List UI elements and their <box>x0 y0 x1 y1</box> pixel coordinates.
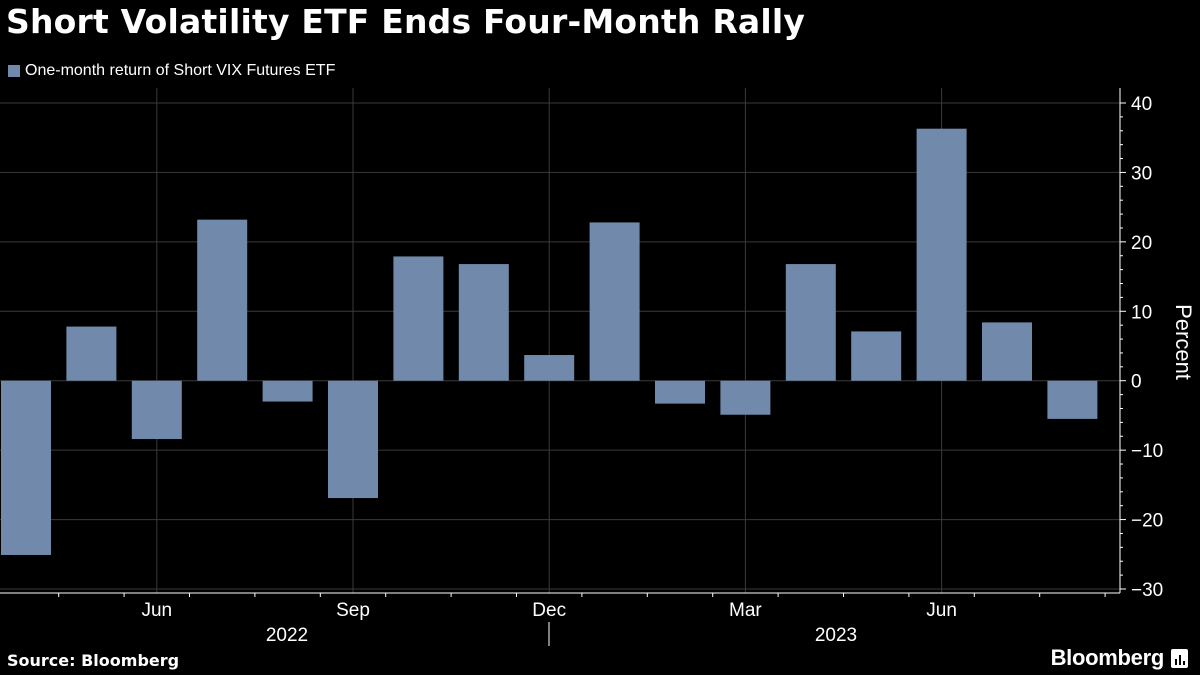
y-axis: 40 30 20 10 0 −10 −20 −30 Percent <box>1119 88 1196 601</box>
bar <box>655 380 705 404</box>
legend: One-month return of Short VIX Futures ET… <box>8 60 335 82</box>
bloomberg-bars-icon <box>1171 648 1188 668</box>
y-tick-label: 0 <box>1131 372 1142 393</box>
legend-label: One-month return of Short VIX Futures ET… <box>25 62 336 79</box>
source-note: Source: Bloomberg <box>7 651 180 670</box>
x-tick-label: Mar <box>729 600 762 621</box>
bar <box>197 219 248 381</box>
x-tick-label: Dec <box>532 600 566 621</box>
year-label: 2023 <box>815 625 857 646</box>
x-axis: Jun Sep Dec Mar Jun 2022 2023 <box>0 592 1120 646</box>
bar <box>720 380 771 415</box>
bar <box>131 380 182 440</box>
bar <box>524 355 575 381</box>
bars <box>1 128 1098 555</box>
y-tick-label: −10 <box>1131 441 1163 462</box>
y-tick-label: 40 <box>1131 94 1152 115</box>
bar <box>393 256 444 381</box>
brand-logo: Bloomberg <box>1051 645 1188 671</box>
bar <box>328 380 378 499</box>
x-tick-label: Jun <box>141 600 172 621</box>
y-tick-label: 10 <box>1131 302 1152 323</box>
bar <box>851 331 902 381</box>
y-axis-label: Percent <box>1171 304 1196 380</box>
bar <box>1 380 51 555</box>
y-tick-label: −30 <box>1131 580 1163 601</box>
y-tick-label: −20 <box>1131 511 1163 532</box>
bar <box>1047 380 1098 419</box>
bar <box>262 380 313 402</box>
bar <box>458 264 509 381</box>
year-label: 2022 <box>266 625 308 646</box>
x-tick-label: Jun <box>926 600 957 621</box>
y-tick-label: 30 <box>1131 163 1152 184</box>
bar <box>982 322 1032 381</box>
bar <box>916 128 967 381</box>
y-tick-label: 20 <box>1131 233 1152 254</box>
bar <box>589 222 640 381</box>
x-tick-label: Sep <box>336 600 370 621</box>
bar <box>785 264 836 381</box>
bar <box>66 326 117 381</box>
legend-swatch <box>8 65 20 77</box>
chart-title: Short Volatility ETF Ends Four-Month Ral… <box>6 2 806 41</box>
brand-name: Bloomberg <box>1050 645 1165 670</box>
